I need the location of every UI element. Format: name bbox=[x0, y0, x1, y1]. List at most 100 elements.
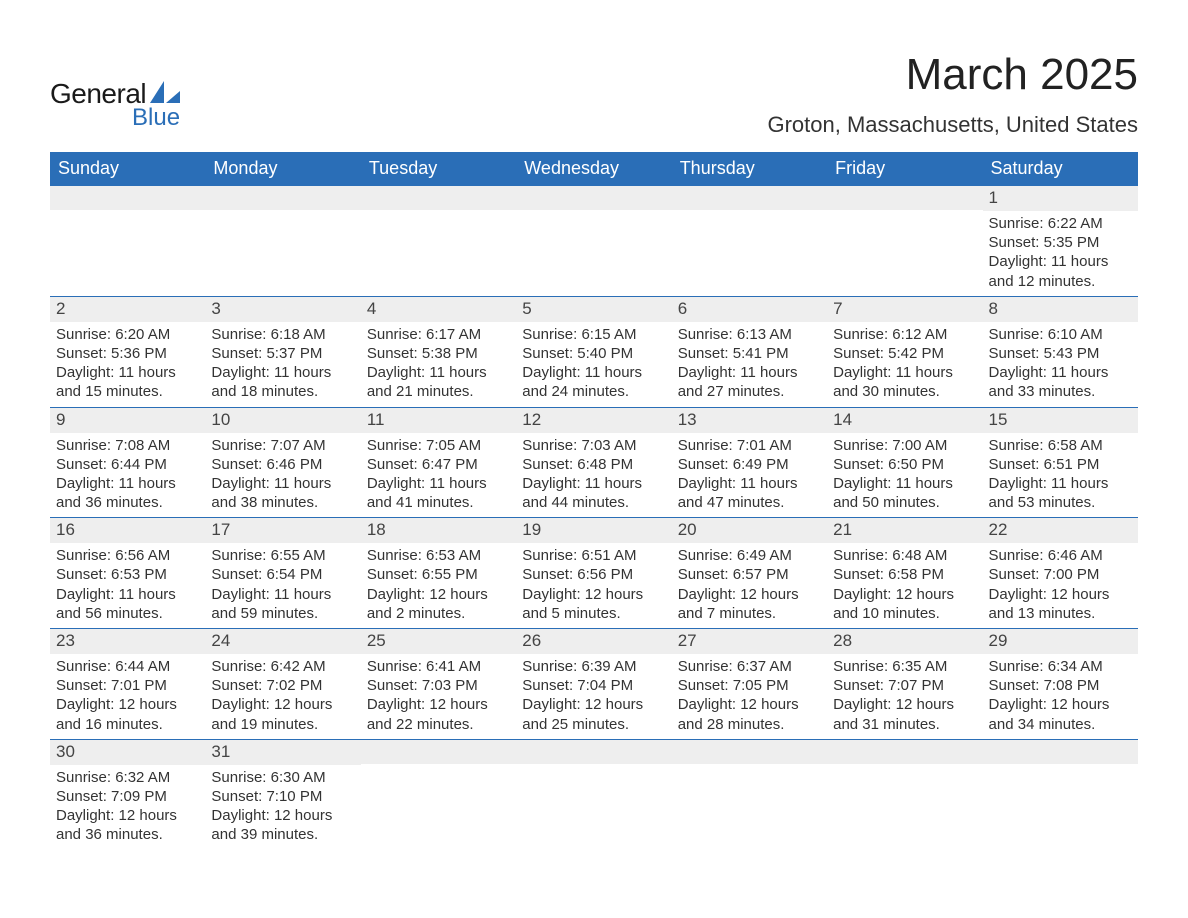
day-label: Tuesday bbox=[361, 152, 516, 186]
day-number: 17 bbox=[205, 518, 360, 543]
day-details bbox=[361, 210, 516, 230]
calendar-day bbox=[983, 740, 1138, 850]
sunrise-text: Sunrise: 7:01 AM bbox=[678, 436, 821, 455]
sunset-text: Sunset: 6:51 PM bbox=[989, 455, 1132, 474]
day-details: Sunrise: 6:22 AMSunset: 5:35 PMDaylight:… bbox=[983, 211, 1138, 296]
sunset-text: Sunset: 7:08 PM bbox=[989, 676, 1132, 695]
sunset-text: Sunset: 5:42 PM bbox=[833, 344, 976, 363]
calendar-day: 9Sunrise: 7:08 AMSunset: 6:44 PMDaylight… bbox=[50, 408, 205, 518]
calendar-day: 26Sunrise: 6:39 AMSunset: 7:04 PMDayligh… bbox=[516, 629, 671, 739]
calendar-day: 21Sunrise: 6:48 AMSunset: 6:58 PMDayligh… bbox=[827, 518, 982, 628]
day-details: Sunrise: 6:13 AMSunset: 5:41 PMDaylight:… bbox=[672, 322, 827, 407]
daylight-text: Daylight: 12 hours and 19 minutes. bbox=[211, 695, 354, 733]
day-details bbox=[672, 764, 827, 784]
page-title: March 2025 bbox=[767, 50, 1138, 100]
sunrise-text: Sunrise: 6:46 AM bbox=[989, 546, 1132, 565]
sunset-text: Sunset: 6:54 PM bbox=[211, 565, 354, 584]
daylight-text: Daylight: 12 hours and 39 minutes. bbox=[211, 806, 354, 844]
day-number: 12 bbox=[516, 408, 671, 433]
calendar-day bbox=[516, 186, 671, 296]
day-number: 24 bbox=[205, 629, 360, 654]
day-label: Saturday bbox=[983, 152, 1138, 186]
sunset-text: Sunset: 5:38 PM bbox=[367, 344, 510, 363]
day-details: Sunrise: 7:00 AMSunset: 6:50 PMDaylight:… bbox=[827, 433, 982, 518]
day-number bbox=[361, 186, 516, 210]
header: General Blue March 2025 Groton, Massachu… bbox=[50, 50, 1138, 138]
day-details: Sunrise: 7:03 AMSunset: 6:48 PMDaylight:… bbox=[516, 433, 671, 518]
logo: General Blue bbox=[50, 50, 180, 132]
calendar-day: 22 Sunrise: 6:46 AMSunset: 7:00 PMDayligh… bbox=[983, 518, 1138, 628]
day-details: Sunrise: 6:42 AMSunset: 7:02 PMDaylight:… bbox=[205, 654, 360, 739]
calendar-day bbox=[672, 186, 827, 296]
daylight-text: Daylight: 11 hours and 47 minutes. bbox=[678, 474, 821, 512]
day-number: 18 bbox=[361, 518, 516, 543]
day-number: 5 bbox=[516, 297, 671, 322]
sunrise-text: Sunrise: 7:08 AM bbox=[56, 436, 199, 455]
sunset-text: Sunset: 7:09 PM bbox=[56, 787, 199, 806]
day-number: 1 bbox=[983, 186, 1138, 211]
sunrise-text: Sunrise: 6:37 AM bbox=[678, 657, 821, 676]
daylight-text: Daylight: 11 hours and 56 minutes. bbox=[56, 585, 199, 623]
sunrise-text: Sunrise: 7:00 AM bbox=[833, 436, 976, 455]
day-number bbox=[361, 740, 516, 764]
sunrise-text: Sunrise: 6:51 AM bbox=[522, 546, 665, 565]
day-details bbox=[50, 210, 205, 230]
day-label: Sunday bbox=[50, 152, 205, 186]
daylight-text: Daylight: 12 hours and 13 minutes. bbox=[989, 585, 1132, 623]
daylight-text: Daylight: 11 hours and 38 minutes. bbox=[211, 474, 354, 512]
daylight-text: Daylight: 11 hours and 33 minutes. bbox=[989, 363, 1132, 401]
day-details bbox=[361, 764, 516, 784]
daylight-text: Daylight: 12 hours and 2 minutes. bbox=[367, 585, 510, 623]
day-details: Sunrise: 6:37 AMSunset: 7:05 PMDaylight:… bbox=[672, 654, 827, 739]
sunrise-text: Sunrise: 6:12 AM bbox=[833, 325, 976, 344]
page-subtitle: Groton, Massachusetts, United States bbox=[767, 112, 1138, 138]
day-number: 26 bbox=[516, 629, 671, 654]
calendar-day: 1Sunrise: 6:22 AMSunset: 5:35 PMDaylight… bbox=[983, 186, 1138, 296]
sunset-text: Sunset: 7:04 PM bbox=[522, 676, 665, 695]
calendar-day: 31Sunrise: 6:30 AMSunset: 7:10 PMDayligh… bbox=[205, 740, 360, 850]
day-number bbox=[983, 740, 1138, 764]
sunrise-text: Sunrise: 6:35 AM bbox=[833, 657, 976, 676]
calendar-day bbox=[361, 186, 516, 296]
calendar-day bbox=[50, 186, 205, 296]
day-number: 2 bbox=[50, 297, 205, 322]
day-number bbox=[827, 186, 982, 210]
day-details: Sunrise: 6:17 AMSunset: 5:38 PMDaylight:… bbox=[361, 322, 516, 407]
day-details: Sunrise: 6:30 AMSunset: 7:10 PMDaylight:… bbox=[205, 765, 360, 850]
day-number bbox=[672, 740, 827, 764]
sunrise-text: Sunrise: 6:32 AM bbox=[56, 768, 199, 787]
day-number: 21 bbox=[827, 518, 982, 543]
sunset-text: Sunset: 5:41 PM bbox=[678, 344, 821, 363]
day-details: Sunrise: 6:58 AMSunset: 6:51 PMDaylight:… bbox=[983, 433, 1138, 518]
day-number bbox=[516, 740, 671, 764]
sunrise-text: Sunrise: 7:03 AM bbox=[522, 436, 665, 455]
sunrise-text: Sunrise: 6:30 AM bbox=[211, 768, 354, 787]
daylight-text: Daylight: 12 hours and 31 minutes. bbox=[833, 695, 976, 733]
day-details: Sunrise: 6:41 AMSunset: 7:03 PMDaylight:… bbox=[361, 654, 516, 739]
calendar-day bbox=[205, 186, 360, 296]
calendar-week: 1Sunrise: 6:22 AMSunset: 5:35 PMDaylight… bbox=[50, 186, 1138, 297]
day-number: 25 bbox=[361, 629, 516, 654]
calendar-week: 9Sunrise: 7:08 AMSunset: 6:44 PMDaylight… bbox=[50, 408, 1138, 519]
day-details: Sunrise: 6:56 AMSunset: 6:53 PMDaylight:… bbox=[50, 543, 205, 628]
day-number: 4 bbox=[361, 297, 516, 322]
sunset-text: Sunset: 7:03 PM bbox=[367, 676, 510, 695]
day-details: Sunrise: 6:18 AMSunset: 5:37 PMDaylight:… bbox=[205, 322, 360, 407]
daylight-text: Daylight: 12 hours and 36 minutes. bbox=[56, 806, 199, 844]
sunrise-text: Sunrise: 6:56 AM bbox=[56, 546, 199, 565]
calendar-day: 3Sunrise: 6:18 AMSunset: 5:37 PMDaylight… bbox=[205, 297, 360, 407]
day-number: 16 bbox=[50, 518, 205, 543]
calendar: Sunday Monday Tuesday Wednesday Thursday… bbox=[50, 152, 1138, 850]
sunrise-text: Sunrise: 6:20 AM bbox=[56, 325, 199, 344]
day-number bbox=[827, 740, 982, 764]
sunset-text: Sunset: 7:00 PM bbox=[989, 565, 1132, 584]
sunrise-text: Sunrise: 6:55 AM bbox=[211, 546, 354, 565]
sunrise-text: Sunrise: 7:05 AM bbox=[367, 436, 510, 455]
title-block: March 2025 Groton, Massachusetts, United… bbox=[767, 50, 1138, 138]
sunrise-text: Sunrise: 6:44 AM bbox=[56, 657, 199, 676]
day-number bbox=[205, 186, 360, 210]
daylight-text: Daylight: 11 hours and 41 minutes. bbox=[367, 474, 510, 512]
day-number: 22 bbox=[983, 518, 1138, 543]
day-details bbox=[516, 210, 671, 230]
daylight-text: Daylight: 11 hours and 36 minutes. bbox=[56, 474, 199, 512]
